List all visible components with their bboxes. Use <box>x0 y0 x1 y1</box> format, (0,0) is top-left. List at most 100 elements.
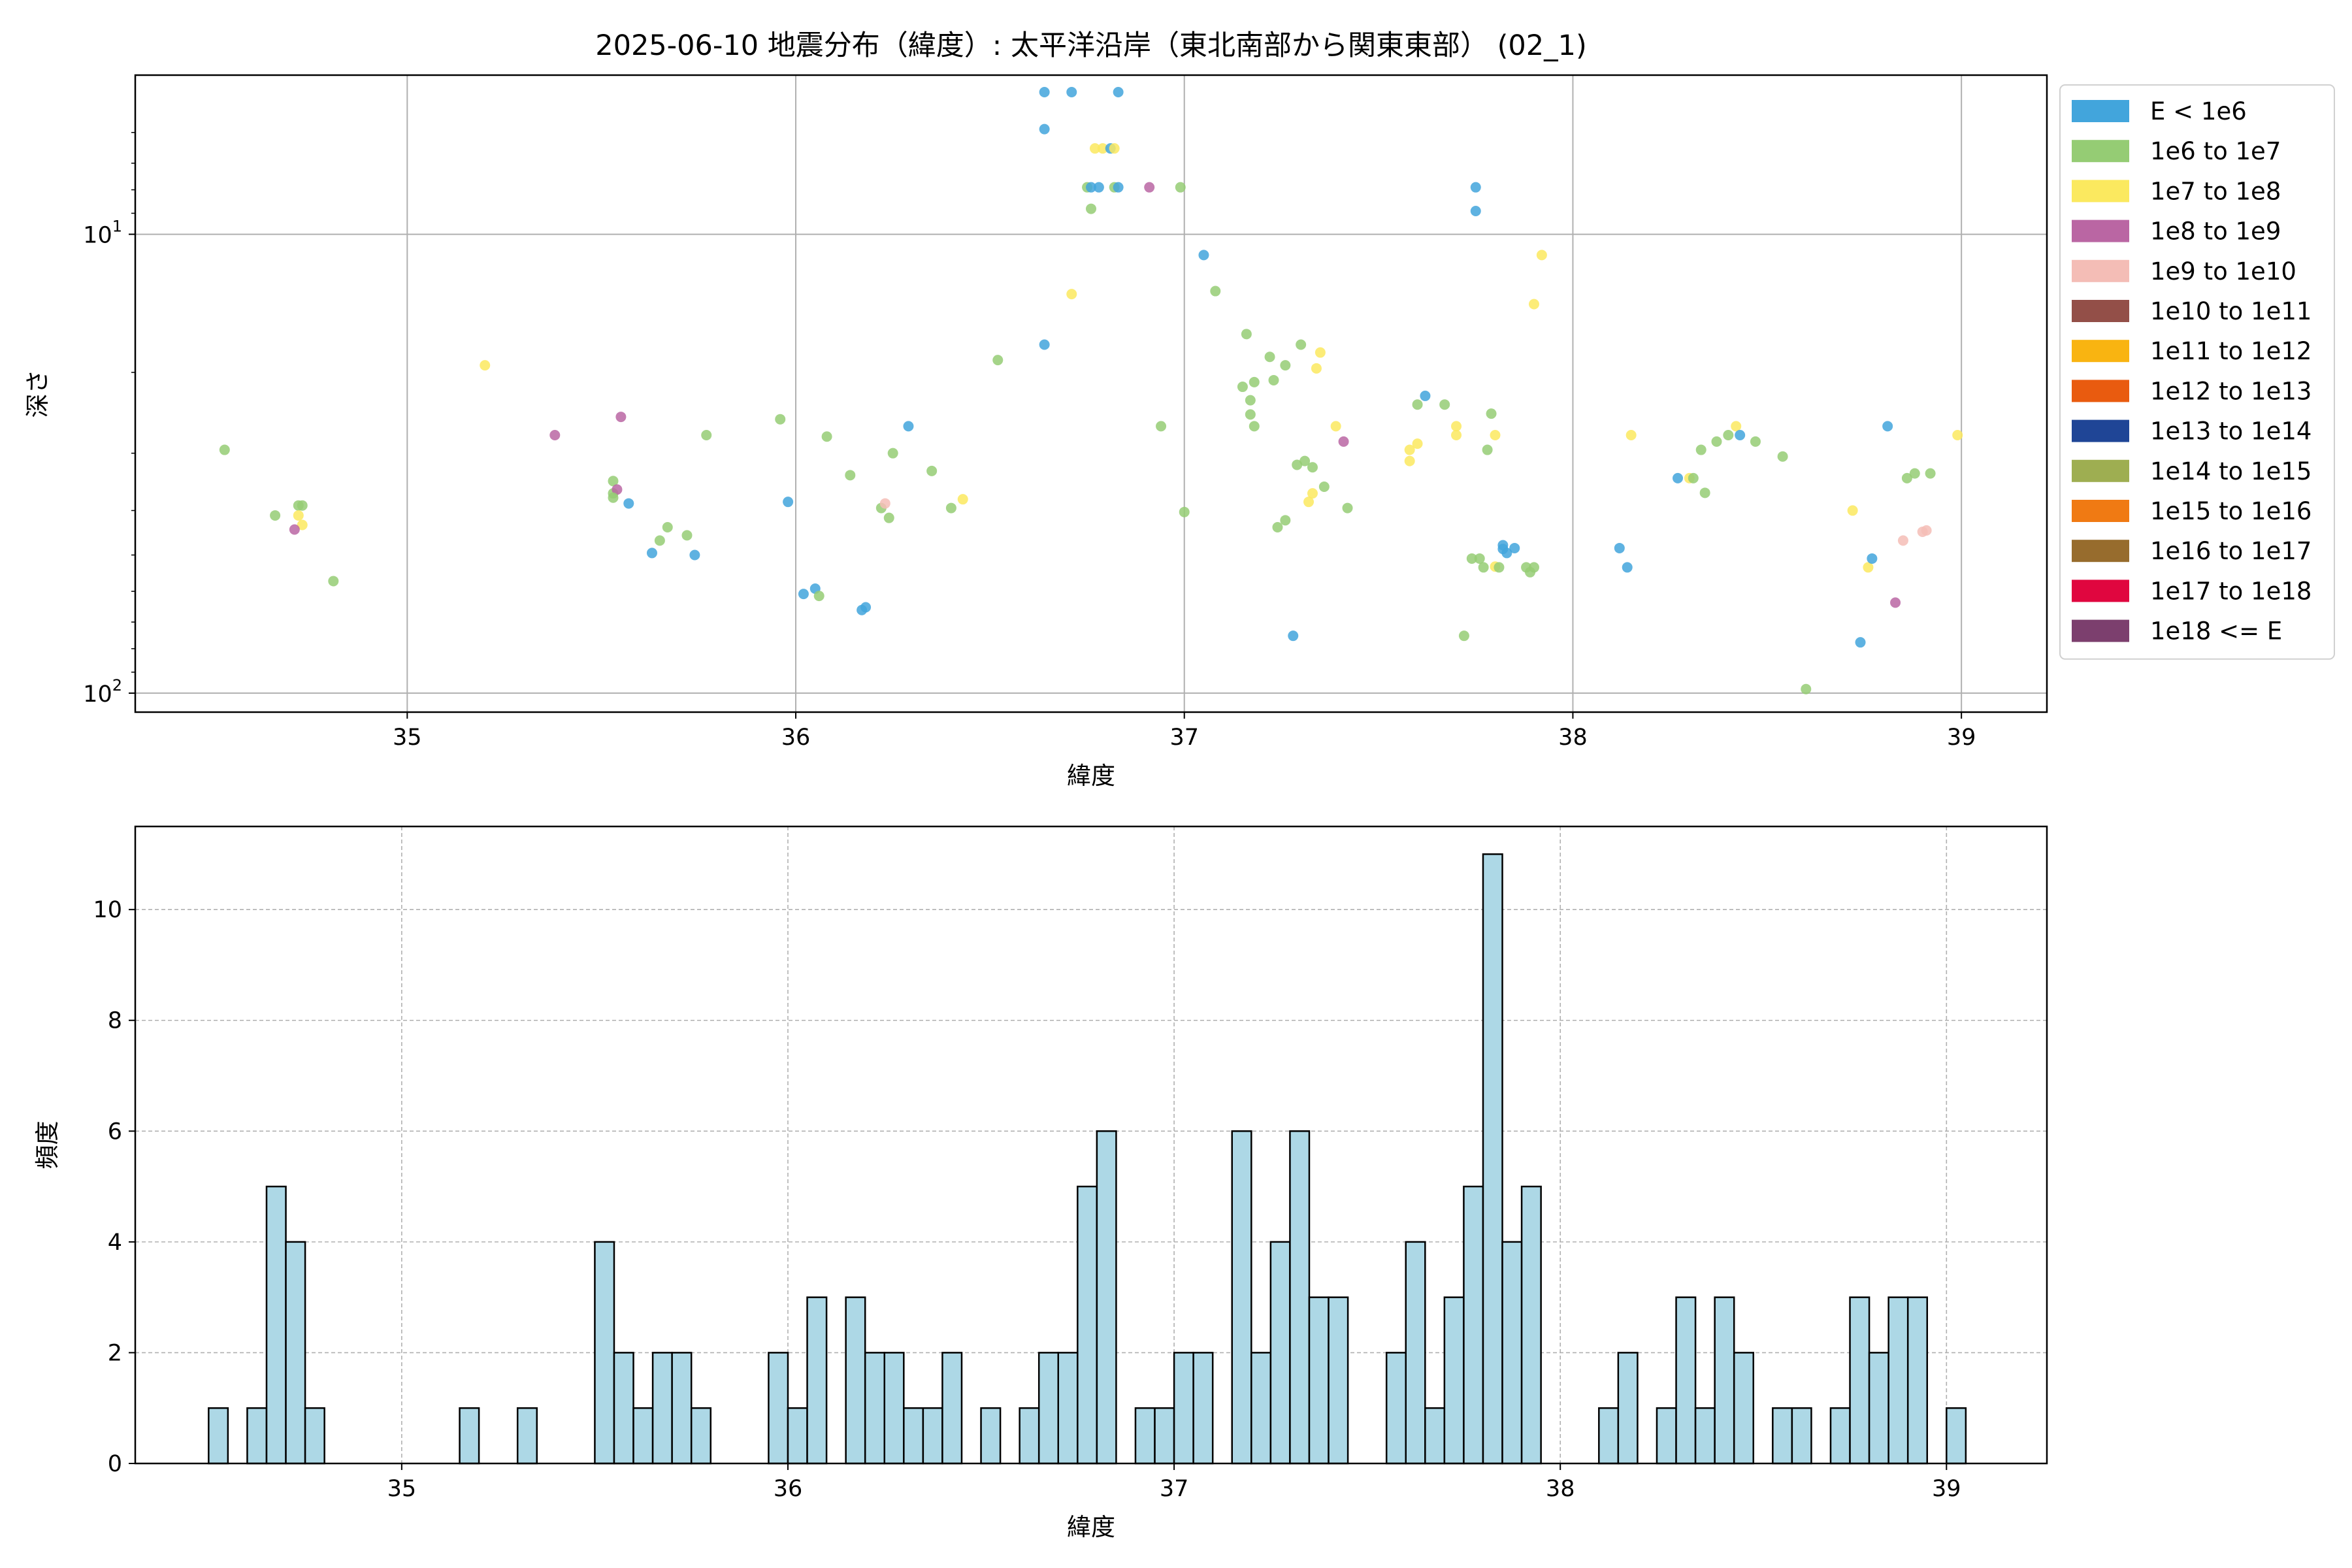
histogram-bar <box>1829 1407 1851 1465</box>
scatter-point <box>1303 497 1315 508</box>
legend-swatch <box>2072 180 2129 203</box>
scatter-point <box>1288 630 1299 642</box>
histogram-bar <box>671 1352 693 1465</box>
scatter-point <box>549 430 561 441</box>
legend-swatch <box>2072 100 2129 122</box>
histogram-bar <box>265 1185 287 1465</box>
scatter-point <box>1113 182 1124 193</box>
scatter-y-axis-label: 深さ <box>24 370 52 418</box>
scatter-point <box>813 591 825 602</box>
histogram-bar <box>1077 1185 1098 1465</box>
histogram-x-tick-label: 36 <box>774 1476 803 1502</box>
legend-swatch <box>2072 340 2129 363</box>
legend-label: E < 1e6 <box>2150 97 2247 125</box>
histogram-plot: 0 2 4 6 8 10 35 36 37 38 39 緯度 頻度 <box>33 825 2048 1541</box>
scatter-point <box>689 549 700 561</box>
histogram-bar <box>1675 1296 1697 1465</box>
scatter-point <box>1439 399 1450 410</box>
scatter-point <box>1175 182 1186 193</box>
histogram-bar <box>1772 1407 1793 1465</box>
histogram-bar <box>459 1407 480 1465</box>
scatter-point <box>1801 683 1812 694</box>
scatter-point <box>681 530 693 541</box>
scatter-point <box>1482 444 1493 455</box>
scatter-point <box>1925 468 1936 479</box>
histogram-bar <box>1463 1185 1484 1465</box>
scatter-point <box>1089 143 1100 154</box>
legend-label: 1e16 to 1e17 <box>2150 537 2311 565</box>
scatter-point <box>297 500 308 511</box>
scatter-point <box>1735 430 1746 441</box>
legend-swatch <box>2072 300 2129 322</box>
scatter-point <box>1688 472 1699 483</box>
scatter-point <box>883 512 894 523</box>
scatter-point <box>1470 182 1481 193</box>
histogram-bar <box>285 1241 306 1465</box>
legend-label: 1e10 to 1e11 <box>2150 297 2311 325</box>
scatter-point <box>1897 535 1908 546</box>
scatter-point <box>328 576 339 587</box>
histogram-bar <box>1154 1407 1175 1465</box>
scatter-point <box>926 465 938 476</box>
scatter-point <box>1086 203 1096 214</box>
histogram-axes-frame <box>134 825 2048 1465</box>
scatter-point <box>1420 390 1431 401</box>
histogram-bar <box>246 1407 268 1465</box>
legend-swatch <box>2072 259 2129 282</box>
scatter-points <box>219 86 1963 694</box>
histogram-x-tick-label: 37 <box>1160 1476 1189 1502</box>
histogram-y-tick-label: 6 <box>108 1119 122 1145</box>
scatter-point <box>1952 430 1963 441</box>
scatter-point <box>1179 506 1190 517</box>
scatter-point <box>654 535 665 546</box>
histogram-bar <box>1269 1241 1291 1465</box>
scatter-point <box>1750 436 1761 447</box>
histogram-bars <box>208 853 1967 1465</box>
scatter-point <box>1711 436 1722 447</box>
histogram-bar <box>613 1352 634 1465</box>
scatter-point <box>1412 399 1423 410</box>
histogram-bar <box>1520 1185 1542 1465</box>
scatter-axes-frame <box>134 74 2048 713</box>
scatter-point <box>1458 630 1469 642</box>
histogram-bar <box>864 1352 886 1465</box>
scatter-point <box>1280 360 1291 371</box>
scatter-point <box>1921 525 1932 536</box>
histogram-x-tick-label: 39 <box>1932 1476 1961 1502</box>
legend-swatch <box>2072 540 2129 563</box>
histogram-bar <box>845 1296 866 1465</box>
scatter-point <box>860 602 872 613</box>
histogram-bar <box>1946 1407 1967 1465</box>
scatter-point <box>1039 339 1050 350</box>
histogram-bar <box>304 1407 325 1465</box>
scatter-point <box>1311 363 1322 374</box>
scatter-point <box>1318 482 1330 493</box>
histogram-bar <box>1868 1352 1889 1465</box>
scatter-point <box>1466 553 1477 564</box>
histogram-bar <box>1231 1130 1252 1465</box>
histogram-bar <box>1250 1352 1272 1465</box>
scatter-point <box>1777 451 1788 462</box>
histogram-bar <box>1482 853 1503 1465</box>
histogram-bar <box>1791 1407 1812 1465</box>
histogram-bar <box>1019 1407 1040 1465</box>
histogram-bar <box>1501 1241 1523 1465</box>
legend-label: 1e15 to 1e16 <box>2150 497 2311 525</box>
scatter-point <box>887 448 898 459</box>
scatter-x-tick-label: 37 <box>1169 725 1199 751</box>
legend-label: 1e8 to 1e9 <box>2150 218 2281 246</box>
histogram-bar <box>1887 1296 1909 1465</box>
scatter-ticks: 35 36 37 38 39 101 102 <box>83 132 1976 751</box>
scatter-point <box>1536 250 1547 261</box>
histogram-y-tick-label: 8 <box>108 1008 122 1034</box>
legend-label: 1e18 <= E <box>2150 617 2282 645</box>
scatter-point <box>1268 374 1279 385</box>
legend-label: 1e6 to 1e7 <box>2150 137 2281 165</box>
scatter-point <box>783 497 794 508</box>
legend: E < 1e6 1e6 to 1e7 1e7 to 1e8 1e8 to 1e9 1e9… <box>2059 84 2335 660</box>
scatter-point <box>1528 299 1539 310</box>
histogram-bar <box>787 1407 808 1465</box>
scatter-point <box>775 414 786 425</box>
scatter-point <box>945 502 956 514</box>
